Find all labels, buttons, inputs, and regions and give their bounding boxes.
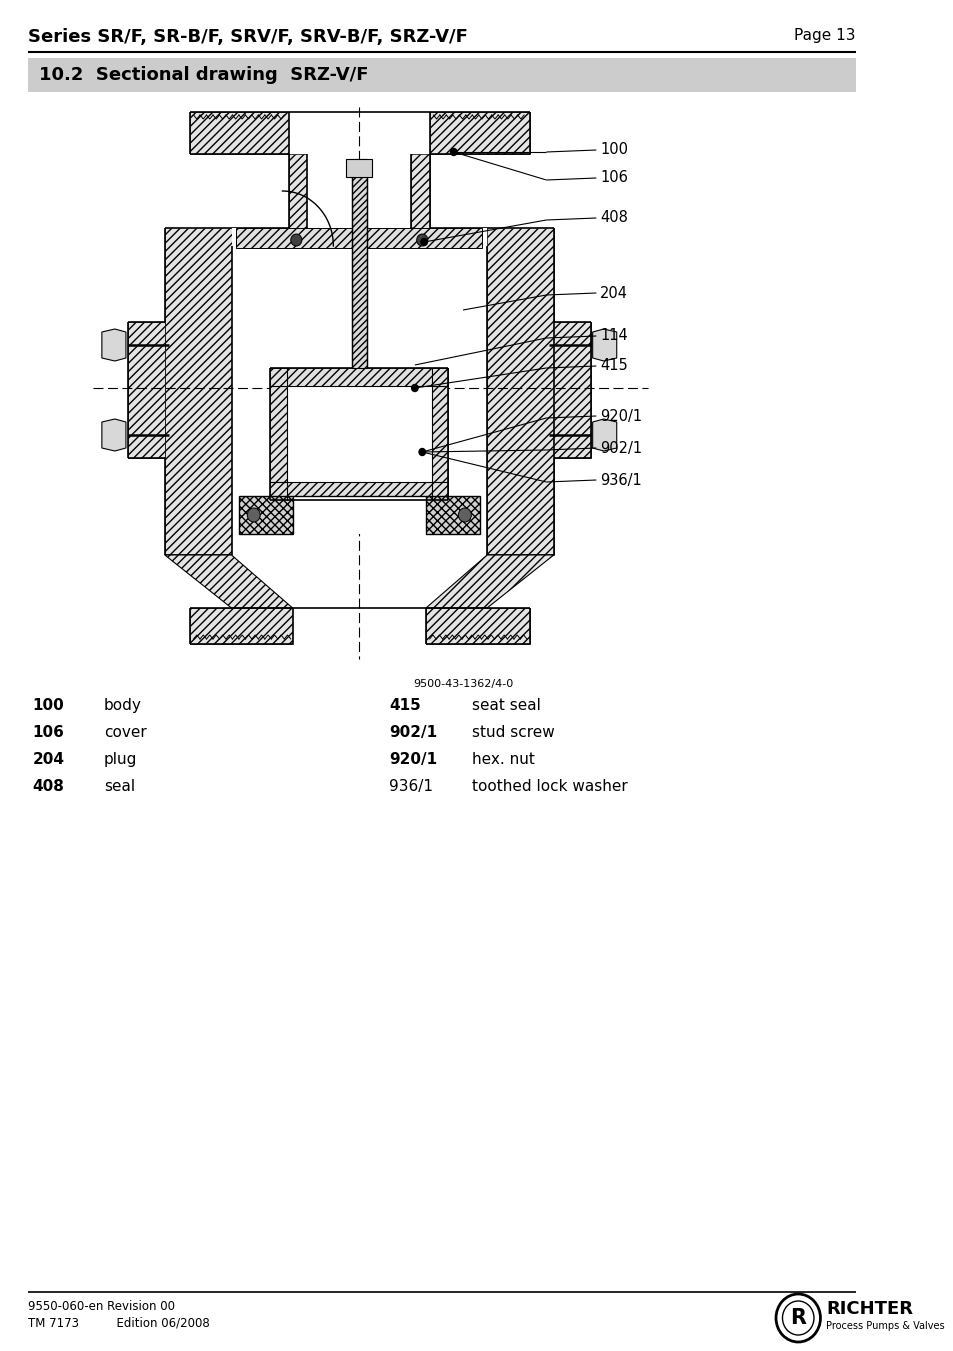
Bar bbox=[232, 228, 487, 555]
Polygon shape bbox=[592, 419, 616, 451]
Text: 204: 204 bbox=[599, 285, 627, 300]
Text: plug: plug bbox=[104, 753, 137, 767]
Text: Series SR/F, SR-B/F, SRV/F, SRV-B/F, SRZ-V/F: Series SR/F, SR-B/F, SRV/F, SRV-B/F, SRZ… bbox=[28, 28, 467, 46]
Text: 10.2  Sectional drawing  SRZ-V/F: 10.2 Sectional drawing SRZ-V/F bbox=[39, 66, 368, 84]
Text: TM 7173          Edition 06/2008: TM 7173 Edition 06/2008 bbox=[28, 1316, 210, 1329]
Bar bbox=[128, 322, 165, 458]
Bar bbox=[487, 228, 553, 555]
Text: seat seal: seat seal bbox=[472, 698, 540, 713]
Circle shape bbox=[291, 234, 301, 246]
Circle shape bbox=[775, 1294, 820, 1342]
Bar bbox=[553, 322, 590, 458]
Bar bbox=[411, 154, 429, 228]
Text: body: body bbox=[104, 698, 141, 713]
Circle shape bbox=[450, 149, 456, 155]
Bar bbox=[429, 112, 529, 154]
Bar bbox=[346, 159, 372, 177]
Bar bbox=[426, 608, 529, 644]
Text: stud screw: stud screw bbox=[472, 725, 555, 740]
Bar bbox=[92, 107, 629, 654]
Circle shape bbox=[420, 239, 427, 246]
Text: 920/1: 920/1 bbox=[599, 408, 641, 423]
Polygon shape bbox=[102, 330, 126, 361]
Text: 9500-43-1362/4-0: 9500-43-1362/4-0 bbox=[413, 680, 513, 689]
Text: cover: cover bbox=[104, 725, 147, 740]
Circle shape bbox=[247, 508, 260, 521]
Bar bbox=[293, 496, 426, 534]
Circle shape bbox=[411, 385, 417, 392]
Bar bbox=[270, 482, 448, 500]
Bar bbox=[426, 496, 479, 534]
Text: 114: 114 bbox=[599, 328, 627, 343]
Text: 936/1: 936/1 bbox=[599, 473, 641, 488]
Text: 408: 408 bbox=[599, 211, 627, 226]
Bar bbox=[352, 159, 366, 367]
Text: RICHTER: RICHTER bbox=[825, 1300, 912, 1319]
Bar bbox=[431, 367, 448, 500]
Text: 408: 408 bbox=[32, 780, 64, 794]
Circle shape bbox=[457, 508, 471, 521]
Bar bbox=[293, 608, 426, 644]
Bar bbox=[307, 154, 411, 228]
Text: seal: seal bbox=[104, 780, 134, 794]
Text: toothed lock washer: toothed lock washer bbox=[472, 780, 627, 794]
Bar bbox=[270, 367, 448, 386]
Text: 920/1: 920/1 bbox=[389, 753, 436, 767]
Polygon shape bbox=[102, 419, 126, 451]
Text: 100: 100 bbox=[599, 142, 627, 158]
Bar bbox=[270, 367, 287, 500]
Text: 415: 415 bbox=[389, 698, 420, 713]
Bar bbox=[289, 112, 429, 154]
Polygon shape bbox=[592, 330, 616, 361]
Text: 106: 106 bbox=[32, 725, 64, 740]
Bar bbox=[165, 228, 232, 555]
Polygon shape bbox=[426, 555, 553, 608]
Circle shape bbox=[418, 449, 425, 455]
Text: hex. nut: hex. nut bbox=[472, 753, 535, 767]
Text: 204: 204 bbox=[32, 753, 65, 767]
Text: 902/1: 902/1 bbox=[389, 725, 436, 740]
Bar bbox=[236, 228, 482, 249]
Bar bbox=[28, 58, 855, 92]
Text: 415: 415 bbox=[599, 358, 627, 373]
Bar bbox=[190, 608, 293, 644]
Circle shape bbox=[416, 234, 427, 246]
Text: Process Pumps & Valves: Process Pumps & Valves bbox=[825, 1321, 943, 1331]
Polygon shape bbox=[165, 555, 293, 608]
Bar bbox=[238, 496, 293, 534]
Text: R: R bbox=[789, 1308, 805, 1328]
Bar bbox=[287, 386, 431, 482]
Text: 936/1: 936/1 bbox=[389, 780, 433, 794]
Circle shape bbox=[781, 1301, 813, 1335]
Text: Page 13: Page 13 bbox=[793, 28, 855, 43]
Text: 9550-060-en Revision 00: 9550-060-en Revision 00 bbox=[28, 1300, 174, 1313]
Text: 100: 100 bbox=[32, 698, 64, 713]
Text: 106: 106 bbox=[599, 170, 627, 185]
Text: 902/1: 902/1 bbox=[599, 440, 641, 455]
Bar bbox=[190, 112, 289, 154]
Bar bbox=[289, 154, 307, 228]
